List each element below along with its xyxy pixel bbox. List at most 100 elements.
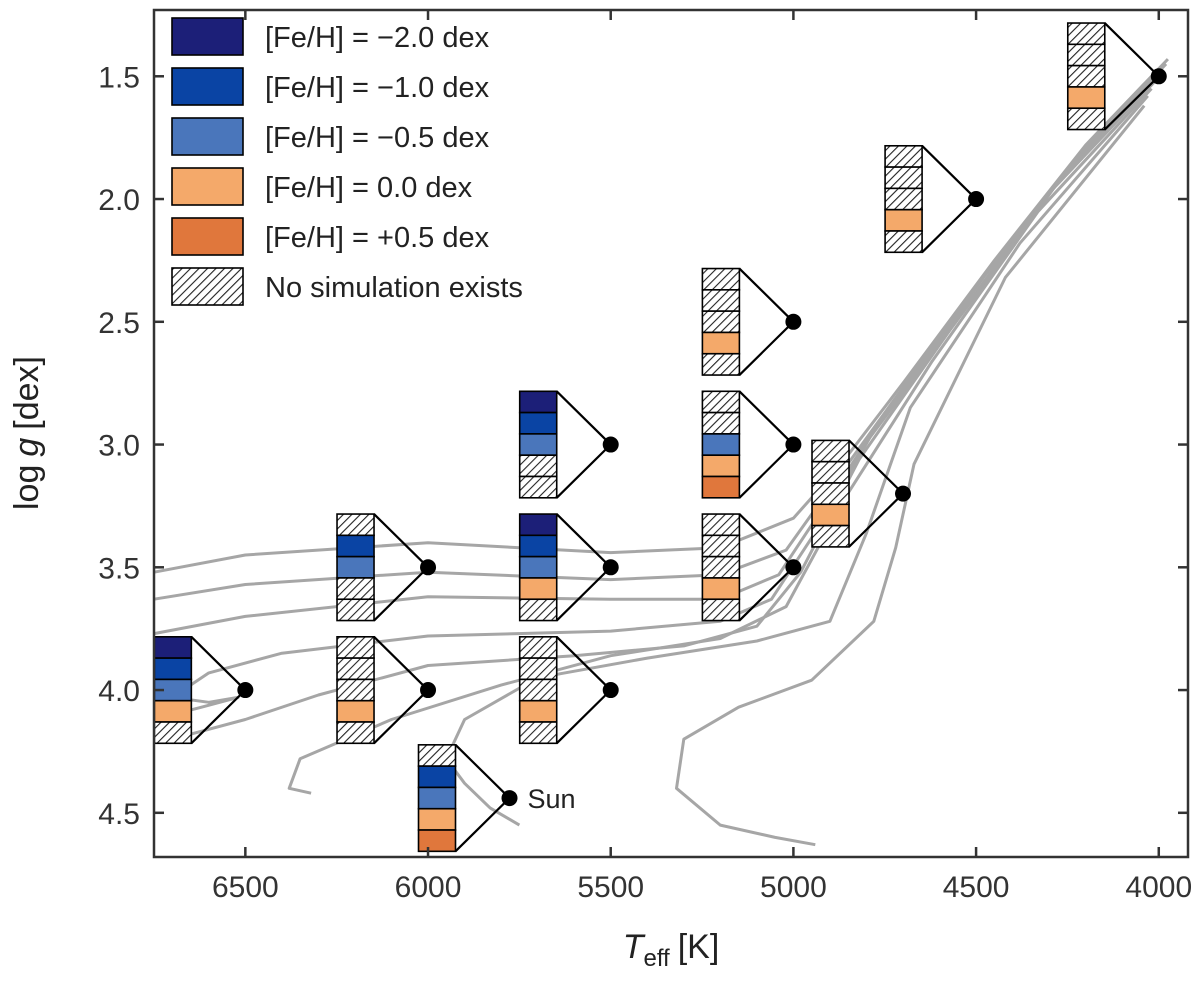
sim-cell-m2.0: [518, 513, 558, 537]
y-axis-label: log g [dex]: [8, 356, 46, 510]
bracket-line: [373, 513, 430, 622]
sim-cell-none: [518, 475, 558, 499]
star-point: [602, 559, 619, 576]
sim-cell-p0.0: [884, 208, 923, 232]
legend-swatch: [171, 117, 244, 156]
track-8: [675, 104, 1146, 847]
grid-point: [518, 390, 619, 499]
sim-cell-none: [336, 598, 375, 622]
sim-cell-none: [1066, 43, 1106, 67]
sim-cell-none: [701, 555, 741, 579]
sim-cell-none: [1066, 64, 1106, 88]
x-axis-label: Teff [K]: [623, 928, 720, 972]
sim-cell-none: [884, 230, 923, 254]
legend: [Fe/H] = −2.0 dex [Fe/H] = −1.0 dex [Fe/H]…: [171, 17, 523, 306]
sim-cell-none: [153, 721, 193, 745]
star-point: [785, 559, 802, 576]
sim-cell-none: [701, 310, 741, 334]
y-tick-label: 1.5: [98, 61, 140, 94]
plot-frame: [152, 8, 1190, 859]
track-7: [444, 94, 1149, 827]
sim-cell-none: [701, 598, 741, 622]
y-tick-label: 3.5: [98, 552, 140, 585]
sim-cell-p0.0: [1066, 86, 1106, 110]
legend-swatch: [171, 17, 244, 56]
sim-cell-none: [701, 390, 741, 414]
star-point: [501, 790, 518, 807]
sim-cell-none: [811, 439, 850, 463]
y-tick-label: 2.5: [98, 307, 140, 340]
x-axis-label-sub: eff: [643, 945, 670, 972]
star-point: [602, 436, 619, 453]
sim-cell-none: [701, 289, 741, 312]
sim-cell-none: [518, 678, 558, 702]
sim-cell-none: [336, 513, 375, 537]
sim-cell-none: [811, 460, 850, 484]
grid-point: [811, 439, 912, 548]
sim-cell-m0.5: [336, 555, 375, 579]
x-tick-label: 6500: [212, 871, 279, 904]
y-tick-label: 3.0: [98, 430, 140, 463]
grid-point: [701, 267, 802, 376]
grid-point: [884, 144, 985, 254]
y-axis-label-unit: [dex]: [8, 356, 46, 430]
track-4: [153, 72, 1160, 721]
y-tick-label: 2.0: [98, 184, 140, 217]
sim-cell-p0.0: [153, 699, 193, 723]
sim-cell-m1.0: [417, 765, 457, 789]
legend-label: [Fe/H] = −2.0 dex: [265, 22, 490, 54]
bracket-line: [555, 513, 613, 622]
grid-point: [518, 636, 619, 745]
sim-cell-none: [336, 721, 375, 745]
sim-cell-p0.0: [701, 454, 741, 478]
sim-cell-none: [701, 534, 741, 558]
sim-cell-none: [1066, 107, 1106, 131]
sim-cell-none: [417, 744, 457, 767]
star-point: [785, 313, 802, 330]
grid-point: [153, 636, 254, 745]
star-point: [237, 682, 254, 699]
sim-cell-m0.5: [518, 433, 558, 456]
track-6: [287, 87, 1153, 795]
x-tick-label: 5500: [577, 871, 644, 904]
x-tick-label: 6000: [395, 871, 462, 904]
sim-cell-p0.0: [417, 807, 457, 831]
star-point: [1150, 68, 1167, 85]
star-point: [420, 682, 437, 699]
sim-cell-m2.0: [153, 636, 193, 659]
grid-point: [336, 636, 437, 745]
star-point: [895, 485, 912, 502]
sim-cell-none: [518, 598, 558, 622]
sim-cell-m0.5: [701, 433, 741, 456]
y-axis-label-var: g: [8, 438, 46, 457]
sim-cell-m1.0: [336, 534, 375, 558]
sim-cell-none: [518, 454, 558, 478]
legend-swatch: [171, 217, 244, 256]
sim-cell-m1.0: [153, 657, 193, 681]
sim-cell-none: [884, 166, 923, 190]
grid-point: Sun: [417, 744, 576, 853]
grid-point: [1066, 22, 1167, 131]
sim-cell-none: [701, 352, 741, 376]
sim-cell-p0.5: [701, 475, 741, 499]
sim-cell-none: [811, 524, 850, 548]
sim-cell-p0.0: [811, 503, 850, 527]
bracket-line: [738, 267, 795, 376]
sim-cell-p0.0: [701, 331, 741, 355]
track-5: [153, 80, 1157, 741]
sim-cell-none: [336, 577, 375, 601]
legend-swatch: [171, 167, 244, 206]
sun-label: Sun: [528, 784, 576, 814]
y-tick-label: 4.5: [98, 798, 140, 831]
legend-label: [Fe/H] = −1.0 dex: [265, 72, 490, 104]
x-tick-label: 4000: [1125, 871, 1192, 904]
sim-cell-m2.0: [518, 390, 558, 414]
sim-cell-none: [518, 657, 558, 681]
x-tick-label: 4500: [943, 871, 1010, 904]
bracket-line: [555, 390, 613, 499]
legend-swatch: [171, 67, 244, 106]
legend-label: No simulation exists: [265, 272, 523, 304]
sim-cell-none: [701, 513, 741, 537]
sim-cell-none: [811, 482, 850, 506]
